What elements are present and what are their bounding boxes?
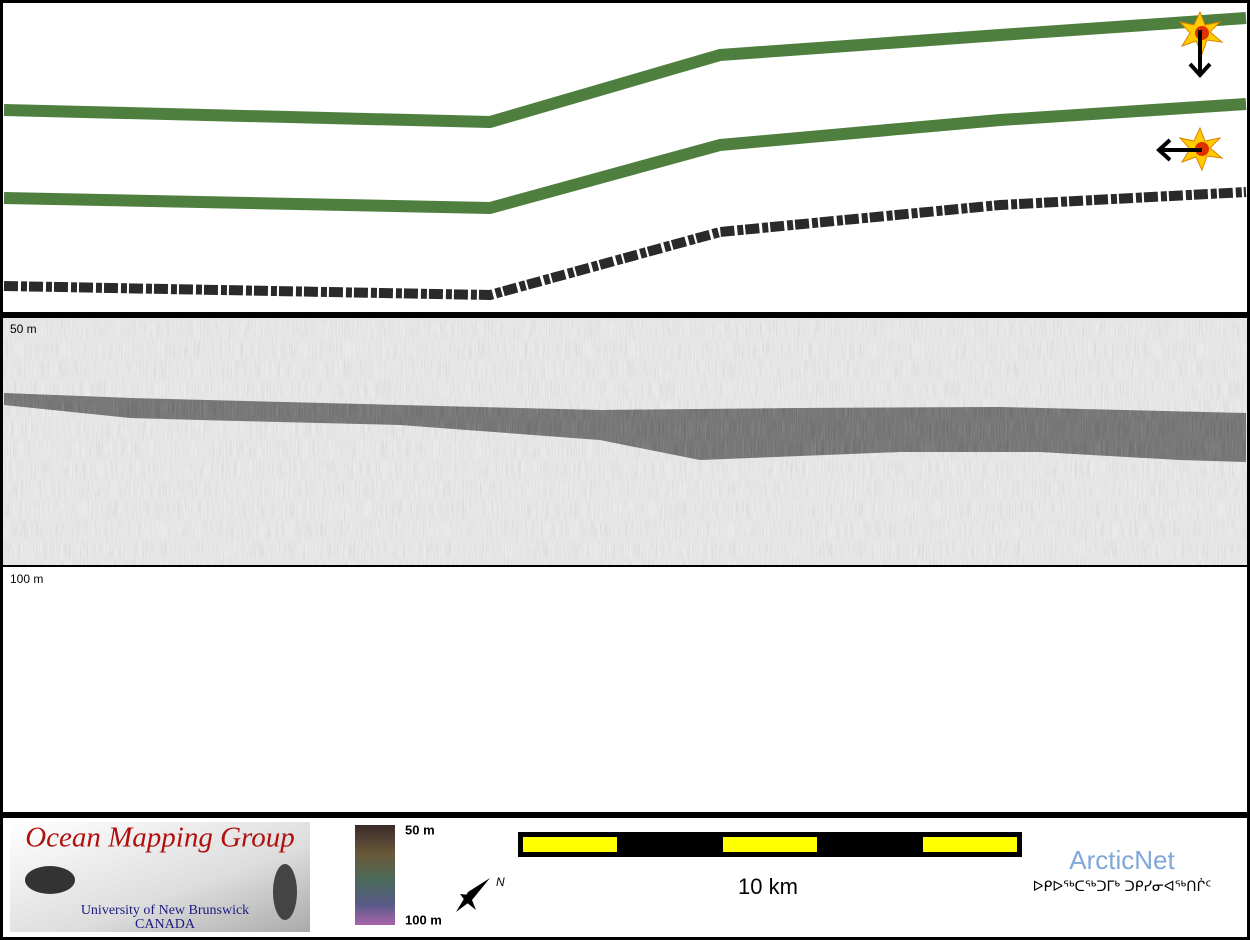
north-label: N — [496, 875, 505, 889]
depth-label: 50 m — [10, 322, 37, 336]
partner-tagline: ᐅᑭᐅᖅᑕᖅᑐᒥᒃ ᑐᑭᓯᓂᐊᖅᑎᒌᑦ — [1033, 878, 1212, 895]
logo-university: University of New Brunswick — [81, 903, 249, 918]
logo-graphic — [25, 866, 75, 894]
track-panel — [3, 3, 1247, 312]
lower-panel — [3, 567, 1247, 812]
depth-label: 100 m — [10, 572, 43, 586]
logo-title: Ocean Mapping Group — [25, 822, 295, 854]
scale-label: 10 km — [738, 874, 798, 899]
event-marker — [1156, 126, 1224, 172]
track — [3, 98, 1247, 214]
north-arrow: N — [456, 875, 505, 912]
logo-country: CANADA — [135, 917, 196, 932]
seafloor-texture — [4, 393, 1246, 462]
track — [3, 187, 1247, 300]
colorbar-label: 50 m — [405, 822, 435, 837]
colorbar-label: 100 m — [405, 912, 442, 927]
event-marker — [1178, 10, 1224, 78]
scale-bar — [518, 832, 1022, 857]
colorbar — [355, 825, 395, 925]
logo-graphic — [273, 864, 297, 920]
survey-tracks — [3, 12, 1247, 300]
track — [3, 12, 1247, 128]
partner-name: ArcticNet — [1069, 845, 1175, 875]
